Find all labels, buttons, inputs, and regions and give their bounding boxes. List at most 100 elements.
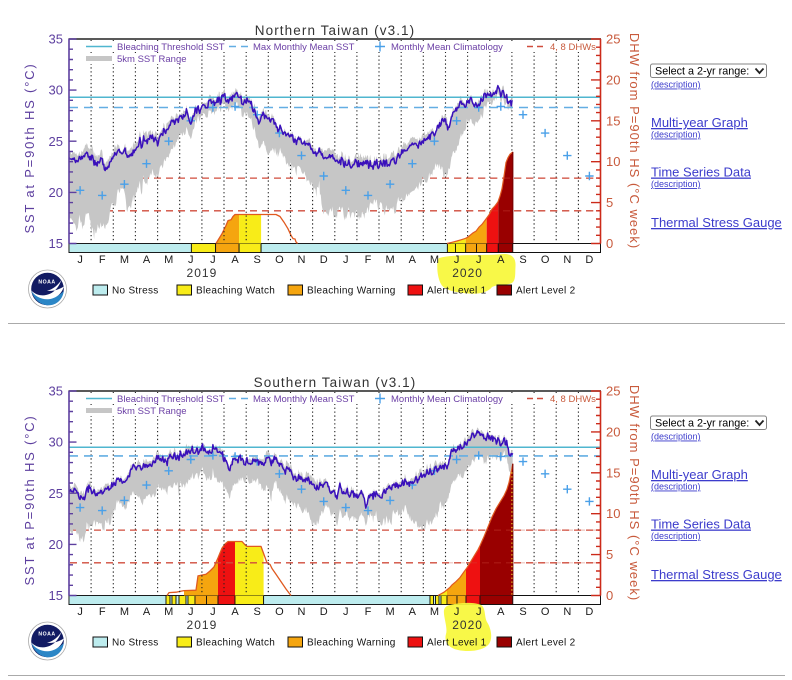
svg-text:N: N xyxy=(563,606,571,618)
svg-text:J: J xyxy=(77,606,83,618)
svg-text:35: 35 xyxy=(49,32,63,47)
svg-text:5: 5 xyxy=(606,547,613,562)
svg-text:J: J xyxy=(476,606,482,618)
svg-text:A: A xyxy=(143,254,151,266)
svg-text:O: O xyxy=(275,606,284,618)
svg-text:0: 0 xyxy=(606,236,613,251)
svg-text:O: O xyxy=(275,254,284,266)
svg-text:Monthly Mean Climatology: Monthly Mean Climatology xyxy=(391,42,503,53)
svg-text:M: M xyxy=(164,254,173,266)
svg-text:30: 30 xyxy=(49,435,63,450)
svg-text:M: M xyxy=(386,606,395,618)
svg-text:J: J xyxy=(188,254,194,266)
svg-text:D: D xyxy=(585,606,593,618)
svg-text:Southern Taiwan (v3.1): Southern Taiwan (v3.1) xyxy=(254,375,417,390)
svg-text:20: 20 xyxy=(606,424,620,439)
svg-text:Max Monthly Mean SST: Max Monthly Mean SST xyxy=(253,42,355,53)
svg-text:DHW from P=90th HS (°C week): DHW from P=90th HS (°C week) xyxy=(627,33,642,249)
svg-text:Bleaching Watch: Bleaching Watch xyxy=(196,286,275,297)
svg-text:30: 30 xyxy=(49,83,63,98)
svg-text:DHW from P=90th HS (°C week): DHW from P=90th HS (°C week) xyxy=(627,385,642,601)
svg-text:2019: 2019 xyxy=(187,618,218,632)
svg-text:2020: 2020 xyxy=(452,618,483,632)
svg-text:15: 15 xyxy=(606,113,620,128)
svg-text:M: M xyxy=(120,606,129,618)
svg-text:Monthly Mean Climatology: Monthly Mean Climatology xyxy=(391,394,503,405)
svg-text:4, 8 DHWs: 4, 8 DHWs xyxy=(550,394,596,405)
svg-text:Alert Level 1: Alert Level 1 xyxy=(427,286,487,297)
svg-text:Alert Level 1: Alert Level 1 xyxy=(427,638,487,649)
svg-text:Time Series Data: Time Series Data xyxy=(651,517,752,532)
svg-text:Bleaching Threshold SST: Bleaching Threshold SST xyxy=(117,394,225,405)
svg-text:4, 8 DHWs: 4, 8 DHWs xyxy=(550,42,596,53)
svg-text:A: A xyxy=(409,606,417,618)
svg-text:15: 15 xyxy=(606,465,620,480)
svg-text:(description): (description) xyxy=(651,179,701,189)
svg-text:A: A xyxy=(231,254,239,266)
svg-text:No Stress: No Stress xyxy=(112,286,159,297)
svg-text:15: 15 xyxy=(49,236,63,251)
svg-text:2019: 2019 xyxy=(187,266,218,280)
svg-text:M: M xyxy=(430,254,439,266)
svg-text:F: F xyxy=(99,254,106,266)
svg-text:5: 5 xyxy=(606,195,613,210)
svg-text:F: F xyxy=(99,606,106,618)
svg-text:25: 25 xyxy=(49,134,63,149)
svg-text:Time Series Data: Time Series Data xyxy=(651,165,752,180)
svg-text:(description): (description) xyxy=(651,80,701,90)
svg-text:Northern Taiwan (v3.1): Northern Taiwan (v3.1) xyxy=(255,23,416,38)
svg-text:M: M xyxy=(164,606,173,618)
svg-text:(description): (description) xyxy=(651,130,701,140)
svg-text:(description): (description) xyxy=(651,482,701,492)
svg-text:S: S xyxy=(254,606,261,618)
svg-text:A: A xyxy=(497,254,505,266)
svg-text:Thermal Stress Gauge: Thermal Stress Gauge xyxy=(651,567,782,582)
svg-text:Thermal Stress Gauge: Thermal Stress Gauge xyxy=(651,215,782,230)
svg-text:25: 25 xyxy=(606,384,620,399)
svg-text:S: S xyxy=(254,254,261,266)
svg-text:J: J xyxy=(210,254,216,266)
svg-text:M: M xyxy=(120,254,129,266)
svg-text:20: 20 xyxy=(49,537,63,552)
svg-text:SST at P=90th HS (°C): SST at P=90th HS (°C) xyxy=(22,62,37,233)
svg-text:M: M xyxy=(386,254,395,266)
svg-text:20: 20 xyxy=(606,72,620,87)
svg-text:Bleaching Warning: Bleaching Warning xyxy=(307,638,396,649)
svg-text:2020: 2020 xyxy=(452,266,483,280)
svg-text:J: J xyxy=(454,606,460,618)
svg-text:5km SST Range: 5km SST Range xyxy=(117,406,187,417)
svg-text:J: J xyxy=(77,254,83,266)
svg-text:O: O xyxy=(541,254,550,266)
svg-text:25: 25 xyxy=(49,486,63,501)
svg-text:Bleaching Warning: Bleaching Warning xyxy=(307,286,396,297)
svg-text:O: O xyxy=(541,606,550,618)
svg-text:Alert Level 2: Alert Level 2 xyxy=(516,286,576,297)
svg-text:NOAA: NOAA xyxy=(38,280,55,286)
svg-text:35: 35 xyxy=(49,384,63,399)
svg-text:D: D xyxy=(585,254,593,266)
svg-text:J: J xyxy=(343,254,349,266)
svg-text:5km SST Range: 5km SST Range xyxy=(117,54,187,65)
svg-text:N: N xyxy=(563,254,571,266)
svg-text:25: 25 xyxy=(606,32,620,47)
svg-text:Alert Level 2: Alert Level 2 xyxy=(516,638,576,649)
svg-text:10: 10 xyxy=(606,154,620,169)
svg-text:N: N xyxy=(298,606,306,618)
svg-text:NOAA: NOAA xyxy=(38,632,55,638)
svg-text:No Stress: No Stress xyxy=(112,638,159,649)
svg-text:Max Monthly Mean SST: Max Monthly Mean SST xyxy=(253,394,355,405)
svg-text:Bleaching Watch: Bleaching Watch xyxy=(196,638,275,649)
svg-text:J: J xyxy=(210,606,216,618)
svg-text:A: A xyxy=(409,254,417,266)
svg-text:S: S xyxy=(519,606,526,618)
svg-text:A: A xyxy=(231,606,239,618)
svg-text:A: A xyxy=(497,606,505,618)
svg-text:(description): (description) xyxy=(651,531,701,541)
svg-text:Select a 2-yr range:: Select a 2-yr range: xyxy=(655,418,749,430)
svg-text:S: S xyxy=(519,254,526,266)
svg-text:0: 0 xyxy=(606,588,613,603)
svg-text:F: F xyxy=(365,254,372,266)
svg-text:15: 15 xyxy=(49,588,63,603)
svg-text:D: D xyxy=(320,254,328,266)
svg-text:J: J xyxy=(188,606,194,618)
